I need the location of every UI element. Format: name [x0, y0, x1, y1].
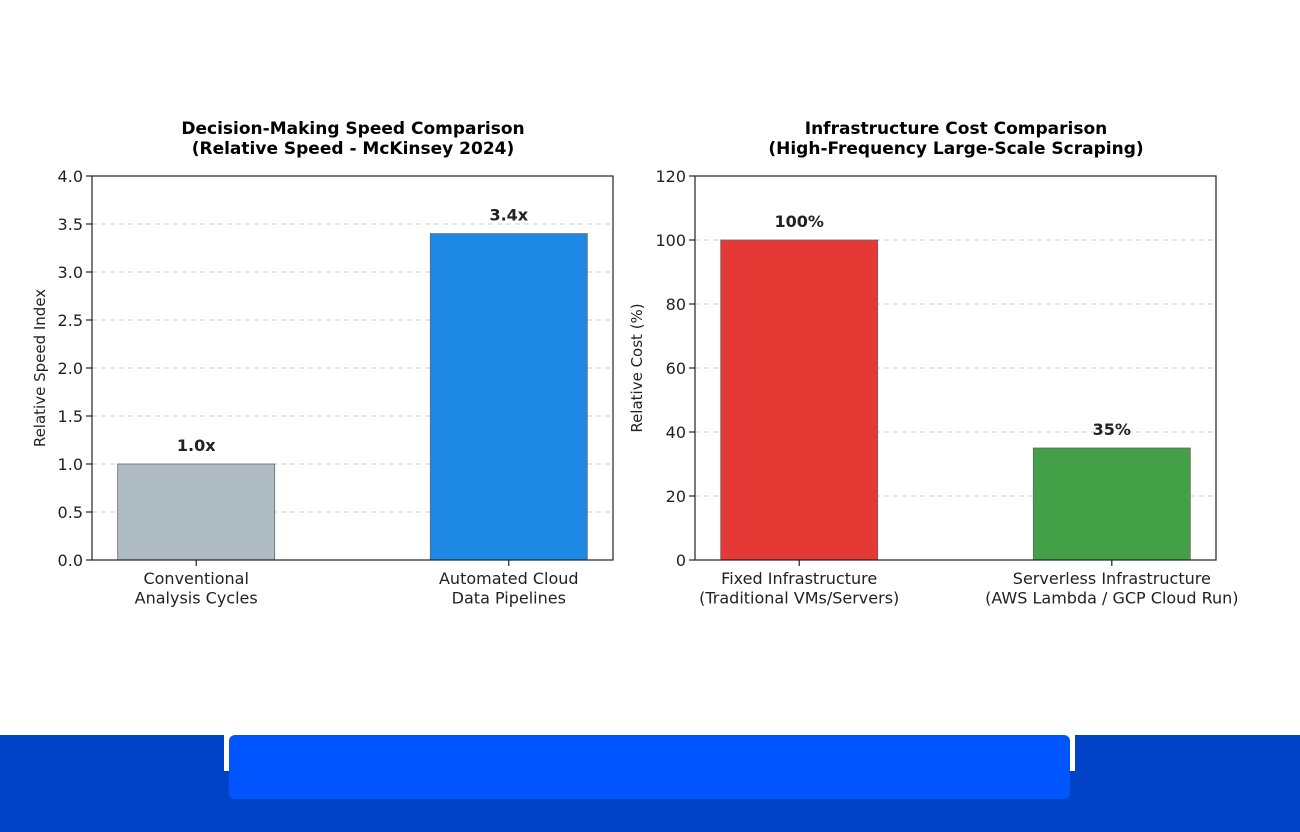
chart1-y-tick-label: 3.5	[58, 215, 83, 234]
chart1-bar	[117, 463, 276, 561]
chart2-y-axis-label: Relative Cost (%)	[628, 303, 646, 432]
chart1-y-tick-label: 2.5	[58, 311, 83, 330]
chart1-title: Decision-Making Speed Comparison	[181, 119, 524, 139]
bottom-banner-center-bar	[229, 735, 1070, 799]
bottom-banner-left-panel	[0, 735, 224, 832]
chart1-y-tick-label: 0.0	[58, 551, 83, 570]
chart1-bar	[429, 233, 588, 561]
chart2-bar	[720, 239, 879, 561]
chart2-bar	[1032, 447, 1191, 561]
chart2-x-tick-label: (Traditional VMs/Servers)	[699, 589, 899, 608]
chart2-title: (High-Frequency Large-Scale Scraping)	[768, 139, 1143, 159]
chart1-bar-value-label: 3.4x	[489, 206, 528, 225]
chart2-bar-value-label: 35%	[1093, 420, 1131, 439]
chart1-y-tick-label: 1.0	[58, 455, 83, 474]
chart2-y-tick-label: 0	[676, 551, 686, 570]
bottom-banner-right-panel	[1075, 735, 1300, 832]
chart1-x-tick-label: Analysis Cycles	[135, 589, 258, 608]
chart1-y-tick-label: 2.0	[58, 359, 83, 378]
chart2-title: Infrastructure Cost Comparison	[805, 119, 1108, 139]
chart2-y-tick-label: 40	[666, 423, 686, 442]
chart1-y-axis-label: Relative Speed Index	[31, 289, 49, 447]
chart1-y-tick-label: 1.5	[58, 407, 83, 426]
chart2-y-tick-label: 60	[666, 359, 686, 378]
chart2-y-tick-label: 80	[666, 295, 686, 314]
chart2-y-tick-label: 20	[666, 487, 686, 506]
chart1-y-tick-label: 0.5	[58, 503, 83, 522]
chart1-x-tick-label: Automated Cloud	[439, 569, 579, 588]
bottom-banner	[0, 735, 1300, 832]
chart2-bar-value-label: 100%	[774, 212, 823, 231]
chart1-title: (Relative Speed - McKinsey 2024)	[192, 139, 515, 159]
chart2-axes-frame	[694, 175, 1217, 561]
chart1-axes-frame	[91, 175, 614, 561]
chart1-x-tick-label: Data Pipelines	[452, 589, 566, 608]
chart1-bar-value-label: 1.0x	[177, 436, 216, 455]
chart2-x-tick-label: (AWS Lambda / GCP Cloud Run)	[985, 589, 1238, 608]
chart2-y-tick-label: 100	[655, 231, 686, 250]
chart2-x-tick-label: Fixed Infrastructure	[721, 569, 877, 588]
chart1-y-tick-label: 4.0	[58, 167, 83, 186]
chart2-group: 100% Fixed Infrastructure(Traditional VMs…	[628, 119, 1238, 608]
chart1-y-tick-label: 3.0	[58, 263, 83, 282]
chart2-y-tick-label: 120	[655, 167, 686, 186]
chart1-x-tick-label: Conventional	[143, 569, 248, 588]
chart2-x-tick-label: Serverless Infrastructure	[1013, 569, 1211, 588]
